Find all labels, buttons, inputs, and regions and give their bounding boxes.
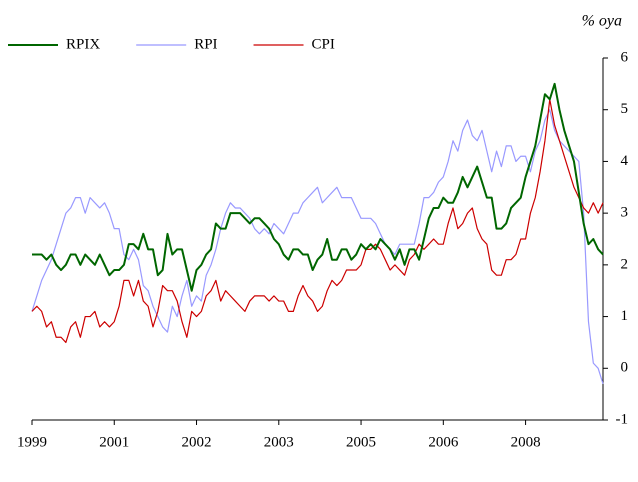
series-line — [31, 109, 604, 384]
x-tick-label: 2008 — [511, 434, 541, 450]
x-tick-label: 2002 — [182, 434, 212, 450]
y-tick-label: 0 — [621, 360, 629, 376]
legend-label: RPIX — [66, 36, 100, 52]
y-tick-label: 5 — [621, 101, 629, 117]
x-tick-label: 1999 — [17, 434, 47, 450]
x-tick-label: 2003 — [264, 434, 294, 450]
legend-label: CPI — [312, 36, 335, 52]
x-tick-label: 2006 — [428, 434, 459, 450]
legend-label: RPI — [194, 36, 217, 52]
y-tick-label: 6 — [621, 49, 629, 65]
series-line — [32, 82, 604, 292]
y-tick-label: 4 — [621, 153, 629, 169]
y-tick-label: -1 — [616, 411, 629, 427]
y-tick-label: 3 — [621, 205, 629, 221]
y-tick-label: 2 — [621, 256, 629, 272]
unit-label: % oya — [582, 13, 622, 30]
series-line — [31, 98, 604, 344]
y-tick-label: 1 — [621, 308, 629, 324]
x-tick-label: 2001 — [99, 434, 129, 450]
x-tick-label: 2005 — [346, 434, 376, 450]
